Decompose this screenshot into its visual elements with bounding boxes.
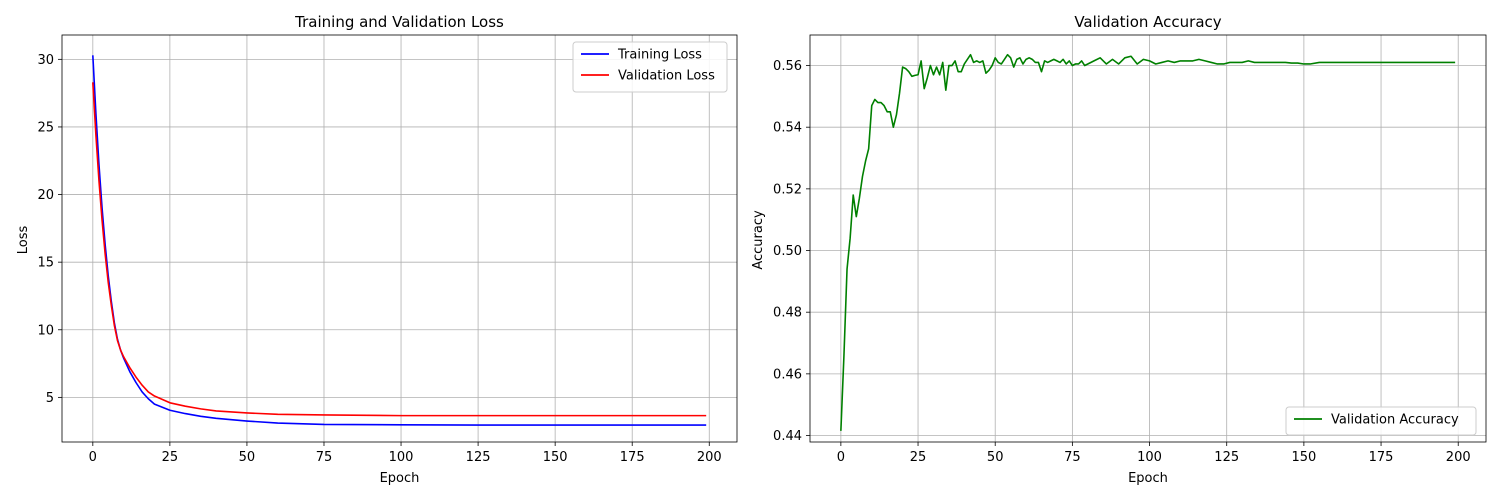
chart-title: Validation Accuracy bbox=[1074, 13, 1221, 31]
x-axis-label: Epoch bbox=[380, 471, 420, 486]
plot-area bbox=[62, 35, 737, 442]
loss-chart: Training and Validation Loss Epoch Loss … bbox=[16, 13, 738, 486]
legend-label: Validation Accuracy bbox=[1331, 413, 1459, 428]
series-line bbox=[840, 53, 1456, 431]
x-tick-label: 100 bbox=[1137, 450, 1162, 465]
y-axis-label: Loss bbox=[16, 226, 31, 255]
y-tick-label: 0.48 bbox=[773, 306, 802, 321]
axes-frame bbox=[809, 34, 1487, 443]
x-axis-label: Epoch bbox=[1128, 471, 1168, 486]
legend-label: Validation Loss bbox=[618, 69, 715, 84]
y-tick-label: 0.50 bbox=[773, 244, 802, 259]
plot-area bbox=[810, 35, 1486, 442]
x-tick-label: 125 bbox=[466, 450, 491, 465]
x-tick-label: 150 bbox=[543, 450, 568, 465]
x-tick-label: 0 bbox=[89, 450, 97, 465]
legend: Validation Accuracy bbox=[1285, 406, 1477, 436]
x-tick-label: 100 bbox=[389, 450, 414, 465]
x-tick-label: 75 bbox=[1064, 450, 1081, 465]
x-tick-label: 200 bbox=[1446, 450, 1471, 465]
y-tick-label: 0.54 bbox=[773, 121, 802, 136]
axes-frame bbox=[61, 34, 738, 443]
x-tick-label: 125 bbox=[1214, 450, 1239, 465]
x-tick-label: 75 bbox=[316, 450, 333, 465]
x-tick-label: 175 bbox=[1369, 450, 1394, 465]
y-tick-label: 30 bbox=[37, 53, 54, 68]
legend-box bbox=[1285, 406, 1477, 436]
legend-box bbox=[572, 41, 728, 93]
x-tick-label: 50 bbox=[987, 450, 1004, 465]
x-tick-label: 175 bbox=[620, 450, 645, 465]
x-tick-label: 50 bbox=[239, 450, 256, 465]
y-tick-label: 0.44 bbox=[773, 429, 802, 444]
y-axis-label: Accuracy bbox=[751, 210, 766, 270]
y-tick-label: 0.46 bbox=[773, 367, 802, 382]
accuracy-chart: Validation Accuracy Epoch Accuracy 0 25 50… bbox=[751, 13, 1487, 486]
legend-label: Training Loss bbox=[617, 48, 702, 63]
x-tick-label: 200 bbox=[697, 450, 722, 465]
y-tick-label: 20 bbox=[37, 188, 54, 203]
legend: Training Loss Validation Loss bbox=[572, 41, 728, 93]
x-tick-label: 25 bbox=[162, 450, 179, 465]
y-tick-label: 5 bbox=[46, 391, 54, 406]
chart-title: Training and Validation Loss bbox=[294, 13, 504, 31]
x-tick-label: 25 bbox=[910, 450, 927, 465]
x-tick-label: 150 bbox=[1291, 450, 1316, 465]
series-line bbox=[92, 55, 707, 426]
x-tick-label: 0 bbox=[837, 450, 845, 465]
y-tick-label: 0.56 bbox=[773, 59, 802, 74]
y-tick-label: 15 bbox=[37, 256, 54, 271]
y-tick-label: 0.52 bbox=[773, 182, 802, 197]
series-line bbox=[92, 82, 707, 417]
y-tick-label: 10 bbox=[37, 323, 54, 338]
y-tick-label: 25 bbox=[37, 120, 54, 135]
